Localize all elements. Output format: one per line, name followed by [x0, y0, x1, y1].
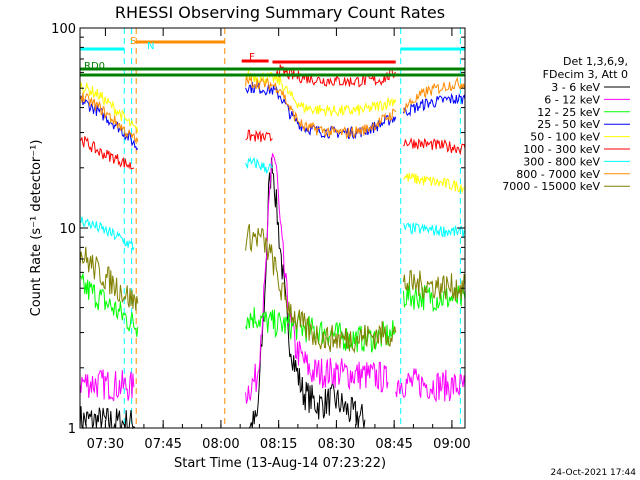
legend-label-4: 50 - 100 keV	[530, 131, 600, 144]
series-5-segment-3	[403, 137, 466, 156]
legend-label-0: 3 - 6 keV	[551, 81, 600, 94]
series-6-segment-2	[402, 222, 466, 238]
series-1-segment-0	[79, 369, 135, 402]
series-8-segment-1	[245, 223, 397, 354]
series-3-segment-2	[402, 93, 466, 117]
f-flag-label: F	[249, 52, 255, 63]
series-6	[79, 156, 466, 251]
x-tick-label-4: 08:30	[318, 437, 355, 452]
legend-label-6: 300 - 800 keV	[523, 155, 600, 168]
series-8-segment-2	[402, 269, 466, 302]
series-8	[79, 223, 466, 354]
legend: Det 1,3,6,9, FDecim 3, Att 0 3 - 6 keV6 …	[502, 55, 630, 193]
series-0-segment-0	[79, 406, 138, 430]
s-flag-label: S	[130, 36, 136, 47]
y-tick-label-0: 1	[68, 422, 76, 437]
series-1-segment-1	[245, 153, 389, 404]
legend-label-7: 800 - 7000 keV	[516, 168, 600, 181]
series-2-segment-0	[79, 273, 139, 337]
y-axis-label: Count Rate (s⁻¹ detector⁻¹)	[29, 140, 44, 317]
x-tick-label-5: 08:45	[375, 437, 412, 452]
chart-title: RHESSI Observing Summary Count Rates	[115, 3, 445, 22]
x-tick-label-0: 07:30	[87, 437, 124, 452]
series-3-segment-1	[245, 82, 397, 140]
series-1	[79, 153, 466, 404]
legend-label-2: 12 - 25 keV	[537, 106, 600, 119]
legend-label-3: 25 - 50 keV	[537, 118, 600, 131]
x-axis-label: Start Time (13-Aug-14 07:23:22)	[174, 456, 386, 471]
legend-label-5: 100 - 300 keV	[523, 143, 600, 156]
legend-header-2: FDecim 3, Att 0	[543, 68, 628, 81]
legend-header-1: Det 1,3,6,9,	[563, 55, 628, 68]
plot-frame	[79, 27, 466, 429]
series-4	[79, 70, 466, 193]
x-axis-ticks: 07:30 07:45 08:00 08:15 08:30 08:45 09:00	[85, 28, 471, 452]
x-tick-label-3: 08:15	[260, 437, 297, 452]
series-2-segment-1	[245, 307, 397, 353]
series-3-segment-0	[79, 95, 139, 151]
series-8-segment-0	[79, 246, 139, 311]
series-7-segment-2	[402, 76, 466, 115]
y-tick-label-2: 100	[51, 22, 76, 37]
series-7-segment-0	[79, 92, 139, 143]
series-4-segment-2	[403, 172, 466, 193]
series-5-segment-0	[79, 136, 135, 170]
series-4-segment-1	[245, 70, 397, 117]
rd0-label: RD0	[84, 61, 105, 72]
legend-label-8: 7000 - 15000 keV	[502, 180, 600, 193]
x-tick-label-1: 07:45	[144, 437, 181, 452]
series-1-segment-2	[395, 368, 466, 403]
series-7-segment-1	[245, 76, 397, 140]
x-tick-label-6: 09:00	[433, 437, 470, 452]
series-6-segment-0	[79, 216, 135, 251]
series-5-segment-1	[245, 129, 273, 143]
plot-area: RD0 S N F	[79, 28, 466, 430]
generated-timestamp: 24-Oct-2021 17:44	[551, 468, 637, 478]
series-6-segment-1	[245, 156, 273, 175]
series-7	[79, 76, 466, 143]
series-0-segment-1	[248, 157, 366, 429]
series-3	[79, 82, 466, 151]
y-tick-label-1: 10	[59, 222, 76, 237]
x-tick-label-2: 08:00	[202, 437, 239, 452]
n-flag-label: N	[147, 41, 154, 52]
y-axis-ticks: 1 10 100	[51, 22, 465, 437]
legend-label-1: 6 - 12 keV	[544, 93, 600, 106]
series-4-segment-0	[79, 82, 139, 133]
